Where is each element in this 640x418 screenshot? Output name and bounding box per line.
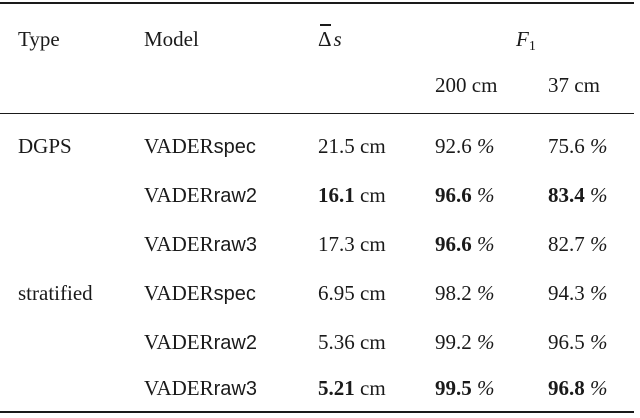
f200-value-best: 99.5 [435,376,472,400]
row-f1-37: 83.4 % [548,183,608,207]
row-f1-200: 92.6 % [435,134,495,158]
ds-unit: cm [360,183,386,207]
f37-value: 75.6 [548,134,585,158]
row-f1-37: 82.7 % [548,232,608,256]
row-type: stratified [18,281,93,305]
row-f1-200: 99.2 % [435,330,495,354]
ds-value-best: 5.21 [318,376,355,400]
f1-var: F [516,27,529,51]
row-f1-37: 96.5 % [548,330,608,354]
ds-unit: cm [360,134,386,158]
f200-value: 98.2 [435,281,472,305]
ds-value-best: 16.1 [318,183,355,207]
delta-s-var: s [333,27,342,51]
f200-value-best: 96.6 [435,183,472,207]
pct-unit: % [590,134,608,158]
model-base: VADER [144,281,214,305]
top-rule [0,2,634,4]
ds-value: 21.5 [318,134,355,158]
header-type: Type [18,27,60,51]
row-delta-s: 6.95 cm [318,281,386,305]
bottom-rule [0,411,634,413]
model-base: VADER [144,183,214,207]
row-f1-37: 75.6 % [548,134,608,158]
f1-subscript: 1 [528,39,536,54]
row-model: VADERraw3 [144,232,257,256]
ds-unit: cm [360,232,386,256]
ds-unit: cm [360,281,386,305]
pct-unit: % [477,376,495,400]
f37-value: 82.7 [548,232,585,256]
header-f1-200: 200 cm [435,73,498,97]
row-model: VADERraw2 [144,330,257,354]
model-base: VADER [144,134,214,158]
row-f1-200: 96.6 % [435,232,495,256]
ds-value: 17.3 [318,232,355,256]
f37-value: 96.5 [548,330,585,354]
pct-unit: % [590,232,608,256]
model-base: VADER [144,330,214,354]
f200-value-best: 96.6 [435,232,472,256]
header-delta-s: Δs [318,24,342,51]
f200-value: 92.6 [435,134,472,158]
pct-unit: % [590,330,608,354]
row-delta-s: 16.1 cm [318,183,386,207]
model-suffix: spec [213,283,256,305]
model-suffix: raw2 [213,332,257,354]
pct-unit: % [477,281,495,305]
row-f1-37: 96.8 % [548,376,608,400]
model-suffix: spec [213,136,256,158]
row-delta-s: 5.36 cm [318,330,386,354]
model-suffix: raw3 [213,234,257,256]
model-suffix: raw3 [213,378,257,400]
pct-unit: % [477,183,495,207]
row-f1-200: 98.2 % [435,281,495,305]
header-rule [0,113,634,114]
row-delta-s: 5.21 cm [318,376,386,400]
pct-unit: % [477,232,495,256]
header-model: Model [144,27,199,51]
row-f1-200: 96.6 % [435,183,495,207]
pct-unit: % [590,281,608,305]
f37-value-best: 83.4 [548,183,585,207]
row-f1-200: 99.5 % [435,376,495,400]
ds-unit: cm [360,376,386,400]
ds-unit: cm [360,330,386,354]
row-delta-s: 17.3 cm [318,232,386,256]
ds-value: 6.95 [318,281,355,305]
pct-unit: % [590,183,608,207]
pct-unit: % [477,134,495,158]
row-model: VADERraw3 [144,376,257,400]
header-f1-37: 37 cm [548,73,600,97]
f37-value: 94.3 [548,281,585,305]
row-model: VADERraw2 [144,183,257,207]
header-f1: F1 [516,27,536,54]
f37-value-best: 96.8 [548,376,585,400]
model-suffix: raw2 [213,185,257,207]
delta-symbol: Δ [318,24,332,51]
row-model: VADERspec [144,134,256,158]
model-base: VADER [144,376,214,400]
row-model: VADERspec [144,281,256,305]
ds-value: 5.36 [318,330,355,354]
pct-unit: % [477,330,495,354]
pct-unit: % [590,376,608,400]
row-type: DGPS [18,134,72,158]
model-base: VADER [144,232,214,256]
row-f1-37: 94.3 % [548,281,608,305]
f200-value: 99.2 [435,330,472,354]
row-delta-s: 21.5 cm [318,134,386,158]
